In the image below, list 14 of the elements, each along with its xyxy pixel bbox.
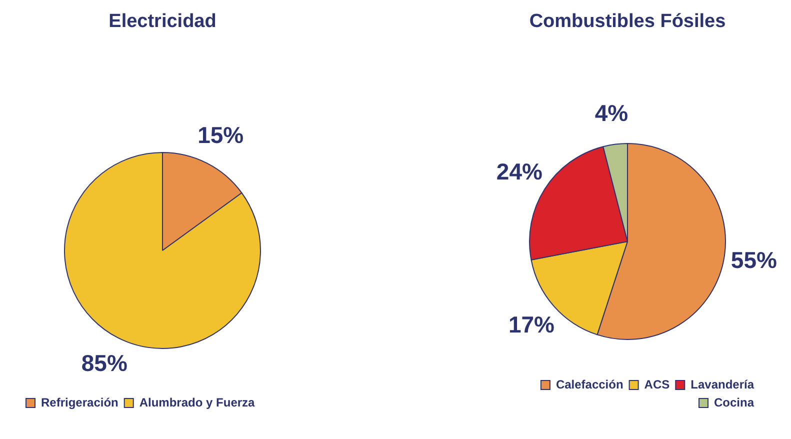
data-label: 17%	[508, 311, 555, 338]
data-label: 24%	[496, 158, 542, 184]
legend-label: Cocina	[714, 395, 754, 410]
legend-label: Alumbrado y Fuerza	[139, 395, 256, 410]
data-label: 55%	[730, 246, 777, 273]
legend-label: Lavandería	[690, 377, 754, 392]
data-label: 4%	[594, 100, 628, 126]
legend-label: Refrigeración	[41, 395, 118, 410]
data-label: 15%	[198, 122, 244, 148]
chart-title: Combustibles Fósiles	[529, 11, 726, 32]
legend-label: ACS	[644, 377, 670, 392]
data-label: 85%	[81, 350, 128, 376]
chart-title: Electricidad	[108, 11, 216, 32]
legend-label: Calefacción	[556, 377, 624, 392]
